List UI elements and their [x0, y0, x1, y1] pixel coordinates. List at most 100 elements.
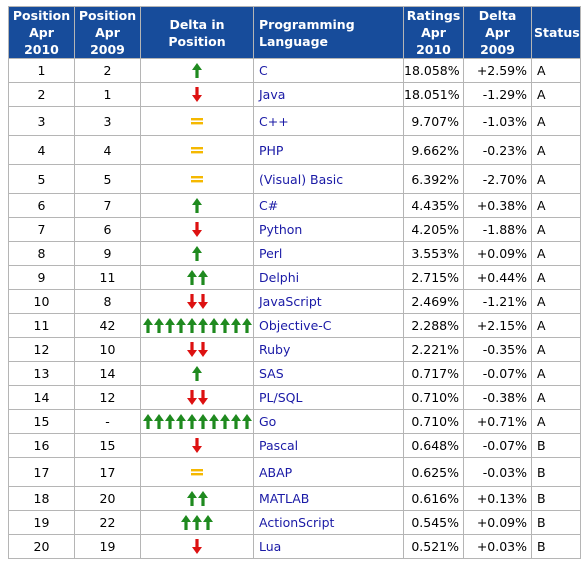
delta-icons [141, 115, 253, 127]
language-link[interactable]: C# [259, 198, 279, 213]
status-cell: A [531, 58, 581, 83]
position-2010-cell: 6 [8, 193, 75, 218]
language-link[interactable]: Delphi [259, 270, 300, 285]
table-row: 6 7 C# 4.435% +0.38% A [8, 193, 581, 218]
delta-position-cell [140, 289, 254, 314]
table-row: 17 17 ABAP 0.625% -0.03% B [8, 457, 581, 487]
status-cell: B [531, 433, 581, 458]
position-2009-cell: 5 [74, 164, 141, 194]
language-link[interactable]: Lua [259, 539, 282, 554]
delta-rating-cell: -0.38% [463, 385, 532, 410]
language-link[interactable]: Pascal [259, 438, 299, 453]
green-up-arrow-icon [175, 318, 186, 333]
language-cell: Go [253, 409, 404, 434]
delta-rating-cell: +2.59% [463, 58, 532, 83]
language-cell: MATLAB [253, 486, 404, 511]
green-up-arrow-icon [142, 414, 153, 429]
delta-icons [141, 539, 253, 554]
position-2009-cell: - [74, 409, 141, 434]
position-2009-cell: 1 [74, 82, 141, 107]
position-2010-cell: 19 [8, 510, 75, 535]
green-up-arrow-icon [219, 414, 230, 429]
red-down-arrow-icon [192, 222, 202, 237]
position-2010-cell: 11 [8, 313, 75, 338]
position-2010-cell: 10 [8, 289, 75, 314]
green-up-arrow-icon [197, 414, 208, 429]
position-2009-cell: 3 [74, 106, 141, 136]
language-link[interactable]: Objective-C [259, 318, 332, 333]
table-row: 5 5 (Visual) Basic 6.392% -2.70% A [8, 164, 581, 194]
delta-position-cell [140, 457, 254, 487]
table-row: 7 6 Python 4.205% -1.88% A [8, 217, 581, 242]
rating-cell: 4.435% [403, 193, 464, 218]
delta-rating-cell: -0.07% [463, 433, 532, 458]
language-cell: Objective-C [253, 313, 404, 338]
position-2009-cell: 19 [74, 534, 141, 559]
language-link[interactable]: Java [259, 87, 286, 102]
position-2010-cell: 20 [8, 534, 75, 559]
position-2009-cell: 7 [74, 193, 141, 218]
rating-cell: 0.616% [403, 486, 464, 511]
delta-icons [141, 366, 253, 381]
green-up-arrow-icon [192, 246, 202, 261]
rating-cell: 9.662% [403, 135, 464, 165]
green-up-arrow-icon [230, 414, 241, 429]
language-link[interactable]: Ruby [259, 342, 291, 357]
delta-icons [141, 222, 253, 237]
green-up-arrow-icon [164, 414, 175, 429]
delta-icons [141, 294, 253, 309]
position-2009-cell: 42 [74, 313, 141, 338]
rating-cell: 3.553% [403, 241, 464, 266]
language-link[interactable]: Go [259, 414, 277, 429]
yellow-equals-icon [190, 115, 204, 127]
position-2009-cell: 12 [74, 385, 141, 410]
language-link[interactable]: SAS [259, 366, 284, 381]
position-2009-cell: 22 [74, 510, 141, 535]
delta-rating-cell: +0.09% [463, 510, 532, 535]
language-link[interactable]: ActionScript [259, 515, 335, 530]
green-up-arrow-icon [175, 414, 186, 429]
position-2009-cell: 2 [74, 58, 141, 83]
status-cell: A [531, 361, 581, 386]
status-cell: B [531, 457, 581, 487]
status-cell: A [531, 265, 581, 290]
language-link[interactable]: JavaScript [259, 294, 322, 309]
status-cell: B [531, 486, 581, 511]
language-link[interactable]: C++ [259, 113, 289, 129]
delta-position-cell [140, 193, 254, 218]
green-up-arrow-icon [208, 318, 219, 333]
header-position-2009: Position Apr 2009 [74, 6, 141, 59]
language-link[interactable]: Perl [259, 246, 283, 261]
position-2009-cell: 15 [74, 433, 141, 458]
language-link[interactable]: PHP [259, 142, 284, 158]
position-2010-cell: 13 [8, 361, 75, 386]
language-cell: C# [253, 193, 404, 218]
language-link[interactable]: ABAP [259, 464, 293, 480]
language-link[interactable]: MATLAB [259, 491, 310, 506]
green-up-arrow-icon [192, 198, 202, 213]
rating-cell: 0.648% [403, 433, 464, 458]
delta-rating-cell: +0.38% [463, 193, 532, 218]
rating-cell: 9.707% [403, 106, 464, 136]
green-up-arrow-icon [241, 318, 252, 333]
table-row: 11 42 Objective-C 2.288% +2.15% A [8, 313, 581, 338]
delta-position-cell [140, 433, 254, 458]
header-programming-language: Programming Language [253, 6, 404, 59]
delta-position-cell [140, 361, 254, 386]
green-up-arrow-icon [164, 318, 175, 333]
position-2010-cell: 3 [8, 106, 75, 136]
language-link[interactable]: C [259, 63, 268, 78]
position-2010-cell: 16 [8, 433, 75, 458]
rating-cell: 18.051% [403, 82, 464, 107]
status-cell: B [531, 510, 581, 535]
table-row: 20 19 Lua 0.521% +0.03% B [8, 534, 581, 559]
language-link[interactable]: Python [259, 222, 303, 237]
position-2009-cell: 8 [74, 289, 141, 314]
language-link[interactable]: (Visual) Basic [259, 171, 344, 187]
delta-rating-cell: -0.07% [463, 361, 532, 386]
red-down-arrow-icon [197, 390, 208, 405]
yellow-equals-icon [190, 466, 204, 478]
language-link[interactable]: PL/SQL [259, 390, 303, 405]
position-2010-cell: 17 [8, 457, 75, 487]
green-up-arrow-icon [197, 318, 208, 333]
